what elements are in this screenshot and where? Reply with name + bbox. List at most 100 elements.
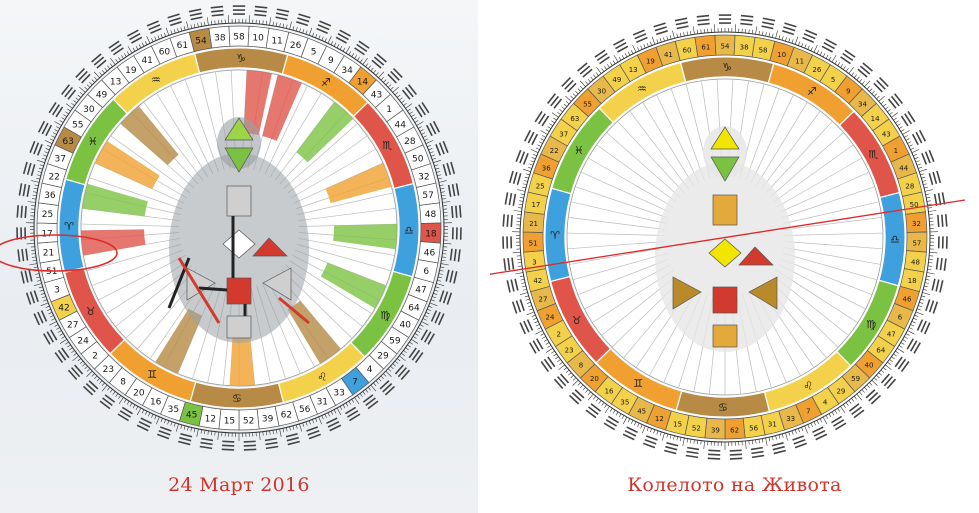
tick-mark bbox=[515, 272, 524, 275]
hexagram-line bbox=[81, 73, 91, 84]
hexagram-line bbox=[264, 437, 277, 442]
tick-mark bbox=[918, 166, 923, 169]
tick-mark bbox=[572, 93, 577, 97]
channel-line-red bbox=[278, 296, 310, 325]
zodiac-sign: ♊ bbox=[147, 368, 157, 381]
gate-number: 46 bbox=[424, 248, 436, 258]
tick-mark bbox=[825, 415, 829, 420]
gate-number: 49 bbox=[612, 76, 621, 84]
gate-number: 31 bbox=[317, 397, 328, 407]
tick-mark bbox=[430, 299, 435, 302]
tick-mark bbox=[582, 387, 586, 391]
tick-mark bbox=[683, 32, 685, 37]
hexagram-line bbox=[564, 79, 574, 90]
hexagram-line bbox=[857, 68, 868, 78]
tick-mark bbox=[519, 275, 524, 278]
hexagram-line bbox=[904, 113, 913, 125]
tick-mark bbox=[905, 138, 910, 141]
hexagram-line bbox=[590, 403, 602, 412]
activation-bar bbox=[94, 140, 160, 189]
tick-mark bbox=[609, 408, 613, 412]
tick-mark bbox=[411, 338, 419, 344]
tick-mark bbox=[375, 380, 379, 384]
spoke bbox=[784, 232, 883, 236]
tick-mark bbox=[52, 132, 57, 135]
left-caption: 24 Март 2016 bbox=[168, 474, 310, 496]
heart-center bbox=[252, 237, 288, 257]
gate-number: 2 bbox=[92, 352, 98, 362]
tick-mark bbox=[555, 356, 559, 360]
hexagram-line bbox=[909, 340, 918, 352]
zodiac-sign: ♈ bbox=[550, 229, 560, 242]
hexagram-line bbox=[178, 440, 191, 446]
spoke bbox=[781, 186, 875, 219]
tick-mark bbox=[921, 295, 926, 298]
tick-mark bbox=[407, 108, 411, 112]
tick-mark bbox=[880, 101, 885, 105]
gate-number: 58 bbox=[233, 33, 245, 43]
tick-mark bbox=[924, 189, 933, 192]
tick-mark bbox=[531, 157, 536, 160]
tick-mark bbox=[831, 411, 835, 416]
tick-mark bbox=[910, 147, 915, 150]
tick-mark bbox=[126, 400, 130, 405]
tick-mark bbox=[897, 347, 905, 353]
tick-mark bbox=[29, 263, 38, 266]
hexagram-line bbox=[394, 364, 404, 375]
hexagram-line bbox=[880, 373, 890, 384]
tick-mark bbox=[627, 51, 631, 56]
tick-mark bbox=[324, 38, 327, 42]
tick-mark bbox=[144, 41, 148, 45]
tick-mark bbox=[575, 90, 579, 95]
hexagram-line bbox=[941, 214, 944, 227]
tick-mark bbox=[399, 355, 406, 362]
tick-mark bbox=[419, 129, 424, 132]
tick-mark bbox=[409, 341, 413, 345]
tick-mark bbox=[925, 193, 930, 196]
tick-mark bbox=[696, 440, 699, 445]
gate-number: 39 bbox=[711, 426, 720, 434]
tick-mark bbox=[775, 435, 777, 440]
tick-mark bbox=[778, 434, 781, 439]
hexagram-line bbox=[579, 65, 591, 75]
tick-mark bbox=[873, 93, 878, 97]
gate-number: 27 bbox=[67, 321, 78, 331]
tick-mark bbox=[869, 88, 873, 92]
tick-mark bbox=[570, 95, 574, 100]
gate-number: 45 bbox=[637, 407, 646, 415]
hexagram-line bbox=[387, 73, 397, 84]
tick-mark bbox=[902, 339, 907, 342]
gate-number: 59 bbox=[851, 375, 860, 383]
tick-mark bbox=[409, 111, 413, 115]
gate-number: 7 bbox=[806, 407, 810, 415]
tick-mark bbox=[540, 138, 545, 141]
tick-mark bbox=[118, 57, 121, 61]
spoke bbox=[783, 201, 880, 224]
spoke bbox=[750, 94, 794, 184]
channel-line-red bbox=[177, 257, 221, 324]
hexagram-line bbox=[526, 319, 534, 331]
hexagram-line bbox=[146, 20, 159, 27]
gate-number: 50 bbox=[412, 154, 424, 164]
gate-number: 9 bbox=[328, 56, 334, 66]
zodiac-sign: ♎ bbox=[890, 233, 900, 246]
tick-mark bbox=[40, 302, 49, 307]
hexagram-line bbox=[384, 385, 396, 396]
tick-mark bbox=[354, 397, 360, 405]
tick-mark bbox=[646, 42, 649, 47]
tick-mark bbox=[834, 60, 838, 65]
right-wheel-panel: 60 61 54 38 58 10 11 26 5 9 34 14 43 1 44 28 50 32 57 48 18 4… bbox=[490, 0, 979, 513]
tick-mark bbox=[758, 439, 760, 444]
tick-mark bbox=[282, 428, 285, 433]
tick-mark bbox=[807, 424, 810, 429]
hexagram-line bbox=[928, 173, 934, 186]
hexagram-line bbox=[74, 364, 84, 375]
tick-mark bbox=[308, 420, 311, 425]
tick-mark bbox=[41, 157, 46, 160]
tick-mark bbox=[545, 129, 550, 132]
hexagram-line bbox=[400, 369, 411, 381]
hexagram-line bbox=[275, 16, 288, 21]
hexagram-line bbox=[408, 347, 417, 359]
tick-mark bbox=[41, 296, 46, 299]
tick-mark bbox=[840, 406, 846, 414]
